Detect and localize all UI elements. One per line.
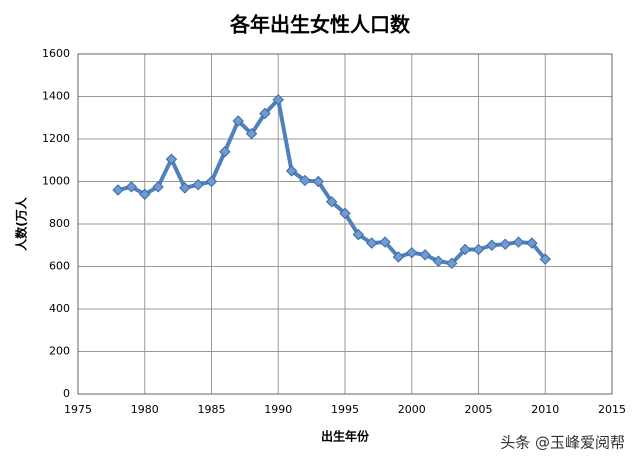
data-point: [352, 228, 365, 241]
chart-title: 各年出生女性人口数: [229, 13, 411, 37]
x-tick-label: 1985: [198, 403, 226, 416]
x-tick-label: 1990: [264, 403, 292, 416]
data-point: [472, 243, 485, 256]
data-point: [179, 182, 191, 194]
data-point: [259, 107, 271, 120]
x-tick-label: 2005: [465, 403, 493, 416]
y-axis-label: 人数(万人: [14, 196, 29, 250]
data-point: [192, 178, 204, 191]
data-point: [365, 237, 378, 249]
y-tick-label: 0: [63, 387, 70, 400]
watermark: 头条 @玉峰爱阅帮: [500, 434, 625, 452]
data-point: [486, 239, 498, 251]
data-point: [339, 207, 351, 220]
x-axis-label: 出生年份: [321, 429, 370, 444]
plot-frame: [77, 53, 613, 395]
y-tick-label: 400: [49, 302, 70, 315]
data-point: [245, 127, 258, 140]
data-point: [232, 115, 244, 127]
data-point: [139, 188, 151, 200]
data-point: [379, 236, 391, 248]
data-point: [446, 257, 458, 270]
data-point: [526, 237, 538, 249]
x-tick-label: 1975: [64, 403, 92, 416]
y-tick-label: 800: [49, 217, 70, 230]
data-point: [512, 236, 525, 248]
y-tick-label: 1000: [42, 175, 70, 188]
data-point: [459, 243, 471, 256]
x-tick-label: 1980: [131, 403, 159, 416]
data-point: [312, 175, 325, 188]
data-point: [165, 153, 178, 165]
y-tick-label: 1600: [42, 47, 70, 60]
x-tick-label: 2000: [398, 403, 426, 416]
x-tick-label: 2010: [531, 403, 559, 416]
data-point: [205, 175, 218, 188]
data-point: [272, 93, 284, 106]
data-point: [419, 249, 431, 261]
data-point: [285, 165, 298, 177]
data-point: [432, 255, 445, 267]
y-tick-label: 1200: [42, 132, 70, 145]
data-point: [392, 251, 405, 263]
y-tick-label: 1400: [42, 90, 70, 103]
data-point: [152, 181, 164, 193]
x-tick-label: 2015: [598, 403, 626, 416]
data-point: [299, 174, 311, 187]
y-tick-label: 600: [49, 260, 70, 273]
x-tick-label: 1995: [331, 403, 359, 416]
data-point: [499, 238, 511, 250]
data-point: [219, 146, 231, 158]
data-point: [125, 181, 138, 193]
data-point: [325, 195, 338, 208]
data-point: [539, 253, 551, 265]
data-point: [406, 246, 418, 259]
y-tick-label: 200: [49, 345, 70, 358]
data-point: [112, 184, 124, 196]
